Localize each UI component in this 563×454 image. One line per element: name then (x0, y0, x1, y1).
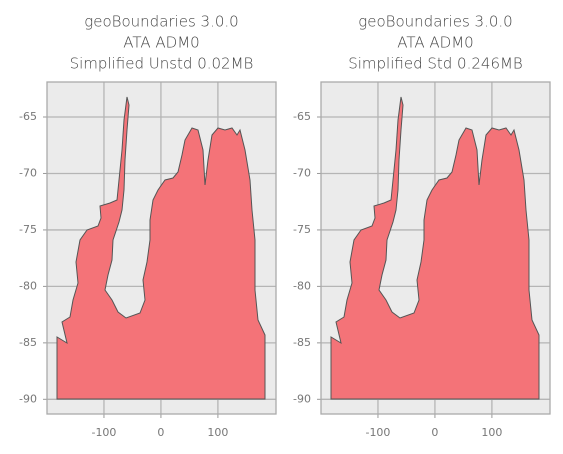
y-tick-label: -75 (19, 223, 37, 236)
chart-title: Simplified Unstd 0.02MB (70, 55, 254, 73)
y-tick-label: -65 (19, 110, 37, 123)
y-tick-label: -90 (19, 392, 37, 405)
y-tick-label: -80 (19, 279, 37, 292)
y-tick-label: -75 (293, 223, 311, 236)
x-tick-label: 0 (157, 426, 164, 439)
x-tick-label: 100 (481, 426, 502, 439)
x-tick-label: 100 (207, 426, 228, 439)
chart-title: ATA ADM0 (397, 34, 473, 52)
panel: geoBoundaries 3.0.0 ATA ADM0 Simplified Un… (19, 13, 277, 439)
panel: geoBoundaries 3.0.0 ATA ADM0 Simplified St… (293, 13, 551, 439)
axes-frame (320, 81, 551, 415)
chart-title: ATA ADM0 (123, 34, 199, 52)
x-tick-label: -100 (365, 426, 390, 439)
y-tick-label: -70 (293, 166, 311, 179)
chart-title: geoBoundaries 3.0.0 (84, 13, 238, 31)
axes-frame (46, 81, 277, 415)
y-tick-label: -80 (293, 279, 311, 292)
y-tick-label: -90 (293, 392, 311, 405)
chart-title: Simplified Std 0.246MB (348, 55, 523, 73)
x-tick-label: 0 (431, 426, 438, 439)
y-tick-label: -85 (293, 336, 311, 349)
y-tick-label: -65 (293, 110, 311, 123)
y-tick-label: -70 (19, 166, 37, 179)
y-tick-label: -85 (19, 336, 37, 349)
x-tick-label: -100 (91, 426, 116, 439)
chart-title: geoBoundaries 3.0.0 (358, 13, 512, 31)
